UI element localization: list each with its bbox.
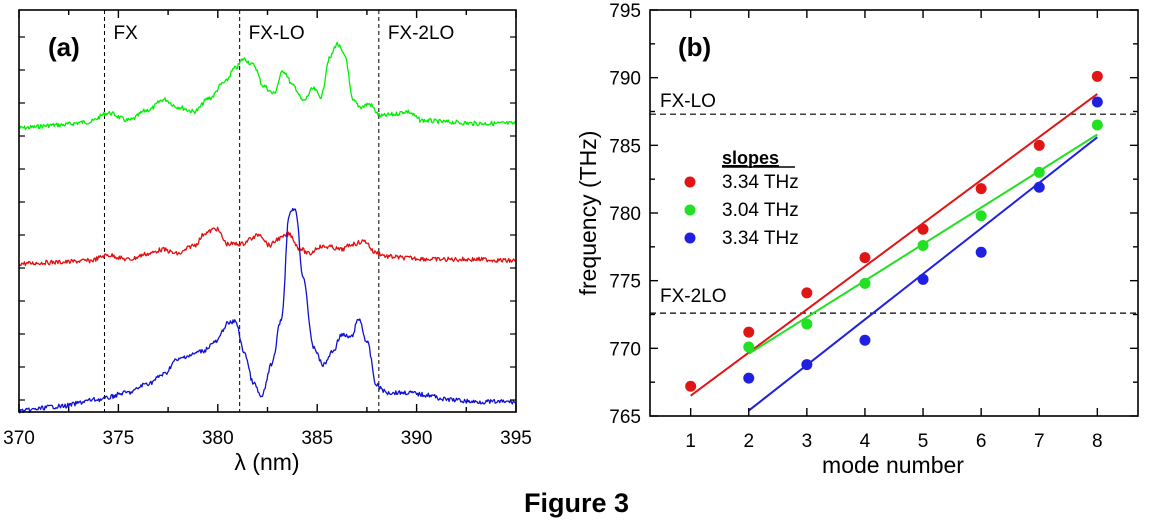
data-point-series-2 [917,239,929,251]
data-point-series-3 [917,273,929,285]
data-point-series-1 [975,183,987,195]
data-point-series-2 [1091,119,1103,131]
data-point-series-3 [1091,96,1103,108]
data-point-series-1 [1033,139,1045,151]
data-point-series-1 [917,223,929,235]
x-tick-label: 1 [685,431,696,452]
x-tick-label: 385 [301,428,333,449]
legend-marker-2 [684,204,696,216]
data-point-series-1 [1091,70,1103,82]
x-tick-label: 5 [918,431,929,452]
hline-label-fx-2lo: FX-2LO [660,286,727,307]
y-tick-label: 765 [609,407,641,428]
data-point-series-3 [859,334,871,346]
panel-a-spectra-chart: 370 375 380 385 390 395 (a) FX FX-LO FX-2LO λ… [3,9,532,475]
x-tick-label: 395 [500,428,532,449]
x-tick-label: 380 [202,428,234,449]
data-point-series-3 [743,372,755,384]
spectrum-trace-2 [18,226,517,267]
data-point-series-3 [1033,181,1045,193]
spectrum-trace-1 [18,41,517,131]
marker-label-fx-2lo: FX-2LO [388,23,455,44]
x-tick-label: 8 [1092,431,1103,452]
x-tick-label: 6 [976,431,987,452]
panel-a-label: (a) [48,32,80,62]
legend-label-1: 3.34 THz [722,172,799,193]
data-point-series-1 [801,287,813,299]
marker-label-fx-lo: FX-LO [249,23,305,44]
data-point-series-2 [743,341,755,353]
y-tick-label: 790 [609,69,641,90]
x-tick-label: 375 [103,428,135,449]
y-tick-label: 785 [609,136,641,157]
figure-caption: Figure 3 [523,488,630,518]
x-tick-label: 4 [860,431,871,452]
panel-a-x-axis-label: λ (nm) [234,449,299,475]
spectrum-trace-3 [18,207,517,414]
data-point-series-2 [975,210,987,222]
data-point-series-3 [975,246,987,258]
x-tick-label: 2 [743,431,754,452]
panel-a-frame [18,9,517,413]
x-tick-label: 390 [401,428,433,449]
y-tick-label: 770 [609,339,641,360]
y-tick-label: 775 [609,272,641,293]
y-tick-label: 780 [609,204,641,225]
data-point-series-1 [743,326,755,338]
data-point-series-3 [801,359,813,371]
panel-b-x-axis-label: mode number [822,452,964,478]
hline-label-fx-lo: FX-LO [660,91,716,112]
data-point-series-2 [859,277,871,289]
data-point-series-2 [801,318,813,330]
legend-label-3: 3.34 THz [722,228,799,249]
legend-marker-3 [684,232,696,244]
legend-marker-1 [684,176,696,188]
panel-b-label: (b) [678,32,711,62]
fit-line-1 [690,93,1098,397]
panel-b-y-axis-label: frequency (THz) [575,131,601,296]
y-tick-label: 795 [609,1,641,22]
data-point-series-1 [859,252,871,264]
x-tick-label: 7 [1034,431,1045,452]
marker-label-fx: FX [113,23,138,44]
data-point-series-2 [1033,166,1045,178]
legend-title: slopes [722,148,779,168]
legend-label-2: 3.04 THz [722,200,799,221]
legend: slopes 3.34 THz 3.04 THz 3.34 THz [684,148,799,249]
x-tick-label: 3 [802,431,813,452]
x-tick-label: 370 [3,428,35,449]
data-point-series-1 [685,380,697,392]
